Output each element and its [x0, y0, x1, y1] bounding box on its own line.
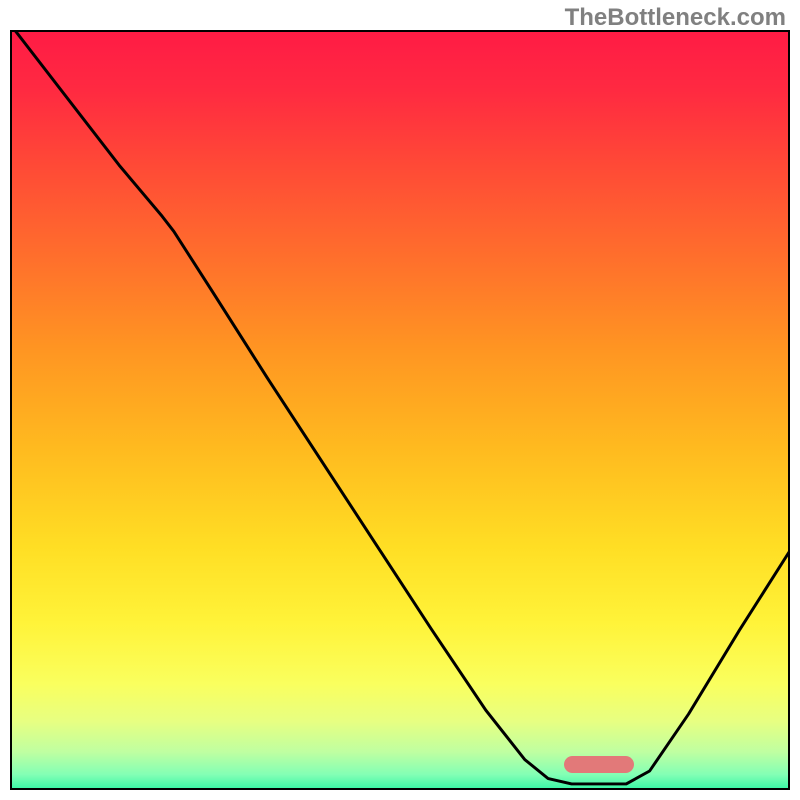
chart-container: TheBottleneck.com — [0, 0, 800, 800]
axis-left — [10, 30, 12, 790]
axis-bottom — [10, 788, 790, 790]
optimal-zone-marker — [564, 756, 634, 773]
plot-frame — [10, 30, 790, 790]
axis-right — [788, 30, 790, 790]
heat-gradient-background — [10, 30, 790, 790]
watermark-label: TheBottleneck.com — [565, 4, 786, 32]
